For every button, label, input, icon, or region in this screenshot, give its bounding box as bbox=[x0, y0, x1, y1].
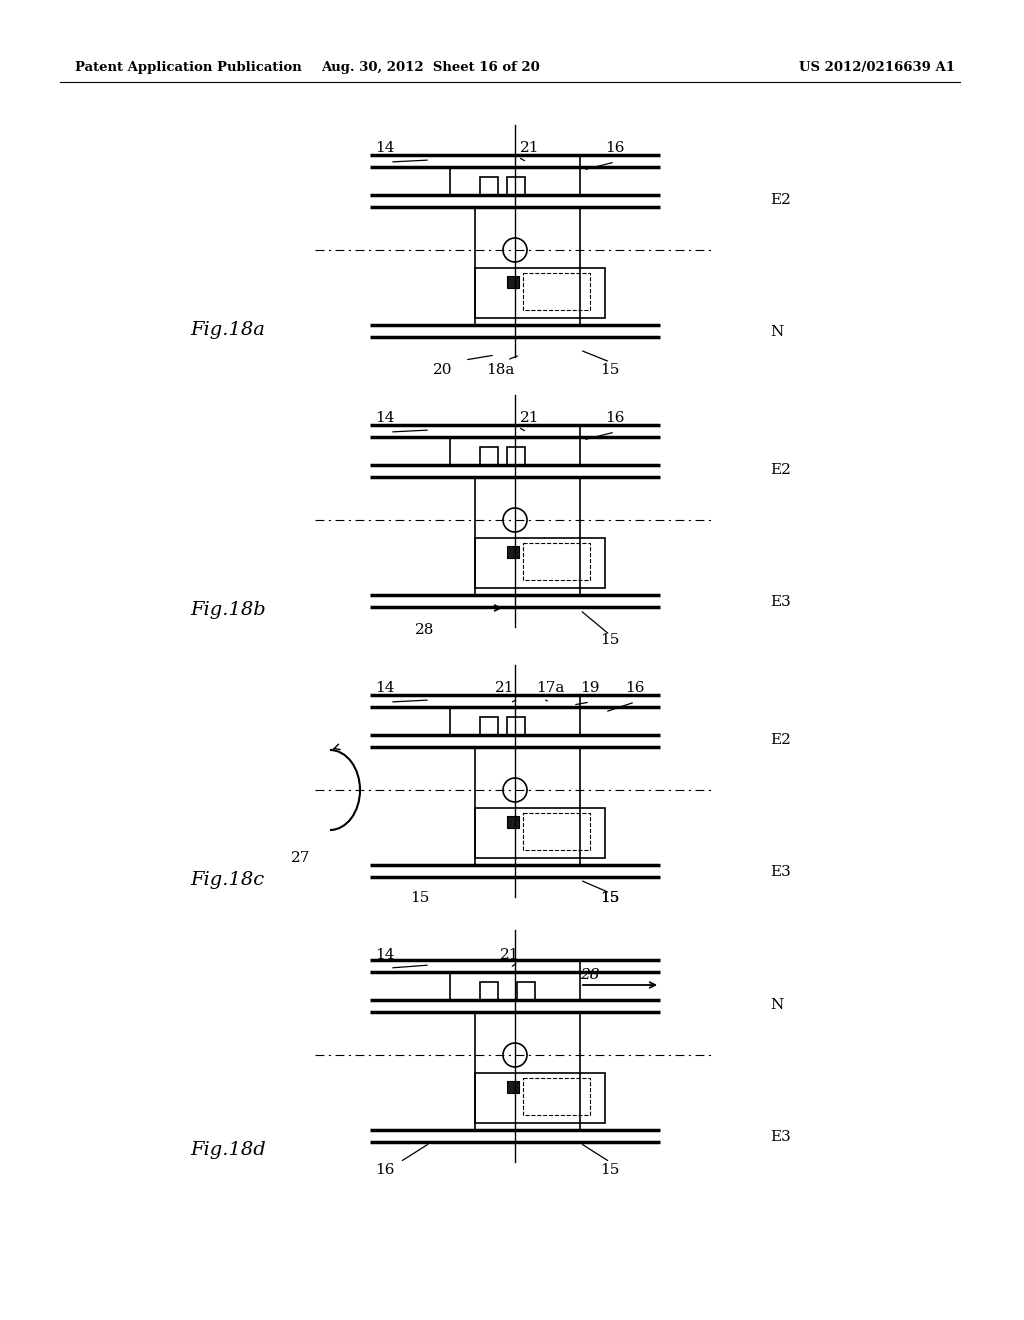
Text: E3: E3 bbox=[770, 595, 791, 609]
Bar bbox=[480, 982, 498, 1001]
Text: Fig.18c: Fig.18c bbox=[190, 871, 264, 888]
Text: 14: 14 bbox=[375, 141, 394, 154]
Text: 16: 16 bbox=[626, 681, 645, 696]
Bar bbox=[475, 268, 605, 318]
Bar bbox=[517, 982, 535, 1001]
Text: E2: E2 bbox=[770, 193, 791, 207]
Text: 28: 28 bbox=[416, 623, 434, 638]
Text: Fig.18a: Fig.18a bbox=[190, 321, 265, 339]
Text: US 2012/0216639 A1: US 2012/0216639 A1 bbox=[799, 62, 955, 74]
Text: 15: 15 bbox=[411, 891, 430, 906]
Text: Aug. 30, 2012  Sheet 16 of 20: Aug. 30, 2012 Sheet 16 of 20 bbox=[321, 62, 540, 74]
Bar bbox=[507, 276, 519, 288]
Text: 21: 21 bbox=[520, 411, 540, 425]
Bar bbox=[480, 447, 498, 465]
Text: N: N bbox=[770, 325, 783, 339]
Text: Fig.18b: Fig.18b bbox=[190, 601, 266, 619]
Text: E3: E3 bbox=[770, 865, 791, 879]
Text: 14: 14 bbox=[375, 948, 394, 962]
Text: 15: 15 bbox=[600, 891, 620, 906]
Bar bbox=[507, 447, 525, 465]
Text: 15: 15 bbox=[600, 1163, 620, 1177]
Text: 28: 28 bbox=[580, 968, 599, 982]
Bar bbox=[475, 1073, 605, 1123]
Text: 15: 15 bbox=[600, 891, 620, 906]
Text: Fig.18d: Fig.18d bbox=[190, 1140, 266, 1159]
Bar bbox=[480, 717, 498, 735]
Bar bbox=[507, 717, 525, 735]
Text: N: N bbox=[770, 998, 783, 1012]
Text: 16: 16 bbox=[605, 411, 625, 425]
Bar bbox=[523, 813, 590, 850]
Text: Patent Application Publication: Patent Application Publication bbox=[75, 62, 302, 74]
Bar bbox=[523, 543, 590, 579]
Text: 21: 21 bbox=[496, 681, 515, 696]
Bar bbox=[523, 273, 590, 310]
Text: E2: E2 bbox=[770, 733, 791, 747]
Bar bbox=[475, 808, 605, 858]
Text: 15: 15 bbox=[600, 634, 620, 647]
Text: E3: E3 bbox=[770, 1130, 791, 1144]
Text: 19: 19 bbox=[581, 681, 600, 696]
Bar bbox=[480, 177, 498, 195]
Text: 14: 14 bbox=[375, 411, 394, 425]
Text: 18a: 18a bbox=[485, 363, 514, 378]
Text: 20: 20 bbox=[433, 363, 453, 378]
Text: 16: 16 bbox=[375, 1163, 394, 1177]
Text: 16: 16 bbox=[605, 141, 625, 154]
Bar bbox=[507, 816, 519, 828]
Text: E2: E2 bbox=[770, 463, 791, 477]
Text: 17a: 17a bbox=[536, 681, 564, 696]
Text: 21: 21 bbox=[520, 141, 540, 154]
Bar bbox=[507, 546, 519, 558]
Bar bbox=[523, 1078, 590, 1115]
Bar bbox=[507, 1081, 519, 1093]
Text: 27: 27 bbox=[291, 851, 310, 865]
Text: 15: 15 bbox=[600, 363, 620, 378]
Text: 21: 21 bbox=[501, 948, 520, 962]
Bar bbox=[475, 539, 605, 587]
Bar bbox=[507, 177, 525, 195]
Text: 14: 14 bbox=[375, 681, 394, 696]
